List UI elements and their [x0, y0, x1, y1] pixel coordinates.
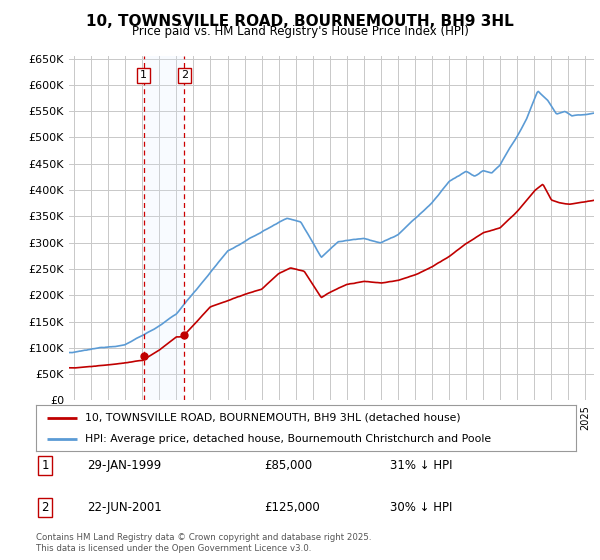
Text: 10, TOWNSVILLE ROAD, BOURNEMOUTH, BH9 3HL (detached house): 10, TOWNSVILLE ROAD, BOURNEMOUTH, BH9 3H… [85, 413, 460, 423]
Text: 2: 2 [41, 501, 49, 514]
Text: 2: 2 [181, 71, 188, 81]
Text: Contains HM Land Registry data © Crown copyright and database right 2025.
This d: Contains HM Land Registry data © Crown c… [36, 533, 371, 553]
Text: Price paid vs. HM Land Registry's House Price Index (HPI): Price paid vs. HM Land Registry's House … [131, 25, 469, 38]
Text: £125,000: £125,000 [264, 501, 320, 514]
Text: 29-JAN-1999: 29-JAN-1999 [87, 459, 161, 472]
Text: 10, TOWNSVILLE ROAD, BOURNEMOUTH, BH9 3HL: 10, TOWNSVILLE ROAD, BOURNEMOUTH, BH9 3H… [86, 14, 514, 29]
Text: £85,000: £85,000 [264, 459, 312, 472]
Text: 22-JUN-2001: 22-JUN-2001 [87, 501, 162, 514]
Text: HPI: Average price, detached house, Bournemouth Christchurch and Poole: HPI: Average price, detached house, Bour… [85, 435, 491, 444]
Text: 1: 1 [41, 459, 49, 472]
Text: 30% ↓ HPI: 30% ↓ HPI [390, 501, 452, 514]
Text: 1: 1 [140, 71, 147, 81]
Bar [143, 56, 184, 400]
Text: 31% ↓ HPI: 31% ↓ HPI [390, 459, 452, 472]
